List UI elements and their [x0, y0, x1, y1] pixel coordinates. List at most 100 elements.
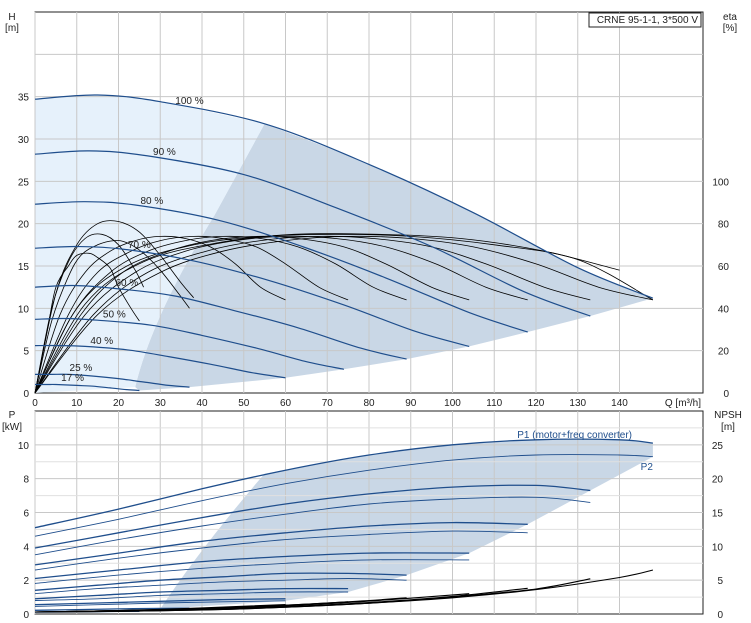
bottom-tick-labels: 0 2 4 6 8 10 0 5 10 15 20 25: [18, 441, 724, 621]
top-curves: [34, 94, 654, 394]
speed-label: 40 %: [90, 336, 113, 347]
power-tick-label: 0: [23, 610, 29, 621]
eta-tick-label: 20: [718, 347, 730, 358]
head-tick-label: 30: [18, 135, 30, 146]
flow-tick-label: 90: [405, 398, 417, 409]
npsh-tick-label: 5: [717, 576, 723, 587]
power-npsh-panel: 0 2 4 6 8 10 0 5 10 15 20 25 P1 (motor+freq convert…: [2, 410, 742, 621]
low-speed-envelope-region: [35, 94, 265, 394]
eta-curve: [34, 233, 620, 394]
eta-tick-label: 40: [718, 304, 730, 315]
head-curve: [34, 201, 528, 333]
eta-curve: [34, 235, 349, 394]
eta-curve: [34, 233, 144, 394]
npsh-curve: [34, 603, 286, 613]
power-curve: [34, 587, 349, 600]
top-tick-labels: 0 10 20 30 40 50 60 70 80 90 100 110 120 130 140 0 5 10 15…: [18, 93, 730, 409]
power-curve: [34, 600, 286, 607]
flow-tick-label: 0: [32, 398, 38, 409]
speed-label: 17 %: [61, 373, 84, 384]
power-tick-label: 6: [23, 509, 29, 520]
npsh-tick-label: 0: [717, 610, 723, 621]
head-curve: [34, 317, 345, 370]
eta-axis-title: eta: [723, 12, 737, 23]
power-curve: [34, 521, 528, 566]
flow-tick-label: 120: [528, 398, 545, 409]
flow-tick-label: 70: [322, 398, 334, 409]
power-series-label: P2: [641, 462, 654, 473]
power-series-labels: P1 (motor+freq converter) P2: [517, 430, 653, 473]
speed-label: 25 %: [70, 363, 93, 374]
npsh-axis-unit: [m]: [721, 422, 735, 433]
power-tick-label: 2: [23, 576, 29, 587]
head-tick-label: 15: [18, 262, 30, 273]
npsh-axis-title: NPSH: [714, 410, 742, 421]
head-curve: [35, 373, 190, 388]
power-curve: [34, 572, 407, 591]
power-curve: [34, 454, 653, 537]
flow-axis-title: Q [m³/h]: [665, 398, 701, 409]
head-curve: [34, 94, 654, 299]
head-curve: [34, 383, 140, 392]
head-tick-label: 10: [18, 304, 30, 315]
eta-axis-unit: [%]: [723, 23, 738, 34]
eta-curve: [34, 235, 286, 394]
power-curve: [34, 578, 407, 595]
power-curve: [34, 559, 470, 584]
npsh-curve: [34, 587, 528, 613]
eta-tick-label: 60: [718, 262, 730, 273]
power-curve: [34, 530, 528, 571]
power-axis-unit: [kW]: [2, 422, 22, 433]
flow-tick-label: 110: [486, 398, 502, 409]
head-tick-label: 35: [18, 93, 30, 104]
head-curve: [34, 150, 591, 317]
speed-label: 80 %: [141, 196, 164, 207]
power-series-label: P1 (motor+freq converter): [517, 430, 632, 441]
flow-tick-label: 20: [113, 398, 125, 409]
npsh-tick-label: 10: [712, 542, 724, 553]
power-tick-label: 8: [23, 475, 29, 486]
head-tick-label: 0: [23, 389, 29, 400]
eta-curve: [34, 235, 470, 394]
bottom-curves: [34, 438, 654, 613]
head-curve: [34, 284, 407, 360]
speed-label: 70 %: [128, 240, 151, 251]
head-curve: [34, 344, 286, 379]
speed-labels: 100 % 90 % 80 % 70 % 60 % 50 % 40 % 25 %17 %: [61, 96, 204, 384]
model-label-box: [588, 12, 702, 28]
head-axis-title: H: [8, 12, 15, 23]
eta-tick-label: 0: [723, 389, 729, 400]
flow-tick-label: 140: [611, 398, 628, 409]
power-axis-title: P: [9, 410, 16, 421]
eta-curve: [34, 235, 528, 394]
power-curve: [34, 438, 653, 529]
speed-label: 60 %: [115, 278, 138, 289]
flow-tick-label: 40: [196, 398, 208, 409]
power-curve: [34, 598, 286, 606]
npsh-tick-label: 25: [712, 441, 724, 452]
npsh-tick-label: 15: [712, 509, 724, 520]
eta-tick-label: 80: [718, 220, 730, 231]
flow-tick-label: 130: [569, 398, 586, 409]
speed-label: 90 %: [153, 147, 176, 158]
flow-tick-label: 30: [155, 398, 167, 409]
power-curve: [34, 552, 470, 580]
flow-tick-label: 80: [363, 398, 375, 409]
head-efficiency-panel: 0 10 20 30 40 50 60 70 80 90 100 110 120 130 140 0 5 10 15…: [5, 11, 738, 409]
eta-tick-label: 100: [712, 177, 729, 188]
flow-tick-label: 100: [444, 398, 461, 409]
head-axis-unit: [m]: [5, 23, 19, 34]
eta-curve: [34, 252, 140, 394]
eta-curve: [34, 235, 407, 394]
head-curve: [34, 245, 470, 347]
operating-range-envelope: [135, 123, 653, 391]
speed-label: 50 %: [103, 310, 126, 321]
head-tick-label: 20: [18, 220, 30, 231]
head-tick-label: 5: [23, 347, 29, 358]
power-tick-label: 10: [18, 441, 30, 452]
flow-tick-label: 60: [280, 398, 292, 409]
power-curve: [34, 484, 591, 549]
speed-label: 100 %: [175, 96, 203, 107]
power-curve: [34, 496, 591, 556]
